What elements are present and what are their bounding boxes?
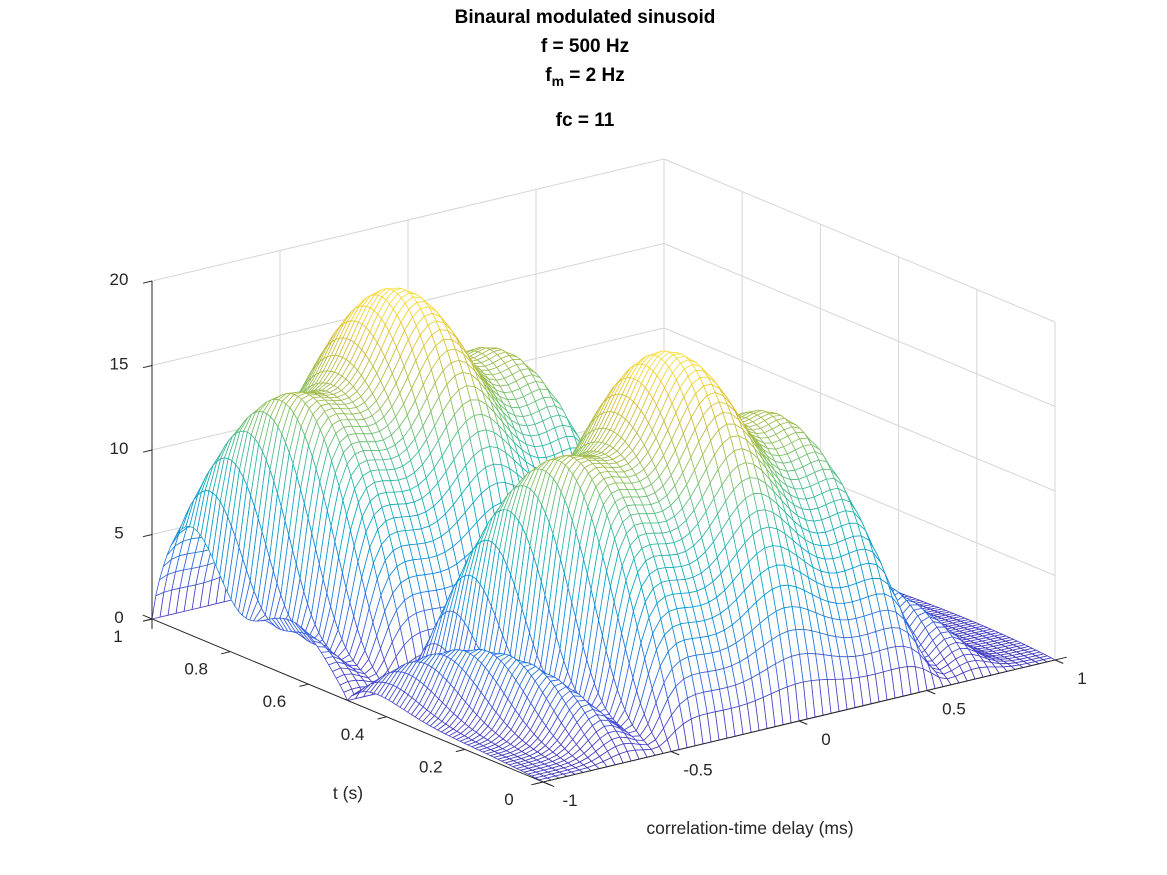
plot-title-line-4: fc = 11 (555, 110, 615, 131)
mesh-surface (151, 287, 1056, 783)
plot-title-line-1: Binaural modulated sinusoid (454, 7, 716, 28)
wall-gridline-z (663, 158, 1056, 323)
plot-title-line-2: f = 500 Hz (540, 36, 630, 57)
wall-gridline-z (663, 327, 1056, 492)
wall-gridline-z (663, 243, 1056, 407)
plot-title: Binaural modulated sinusoid f = 500 Hz f… (335, 3, 835, 135)
fm-subscript: m (551, 73, 565, 89)
plot-title-line-3: fm = 2 Hz (545, 65, 625, 89)
